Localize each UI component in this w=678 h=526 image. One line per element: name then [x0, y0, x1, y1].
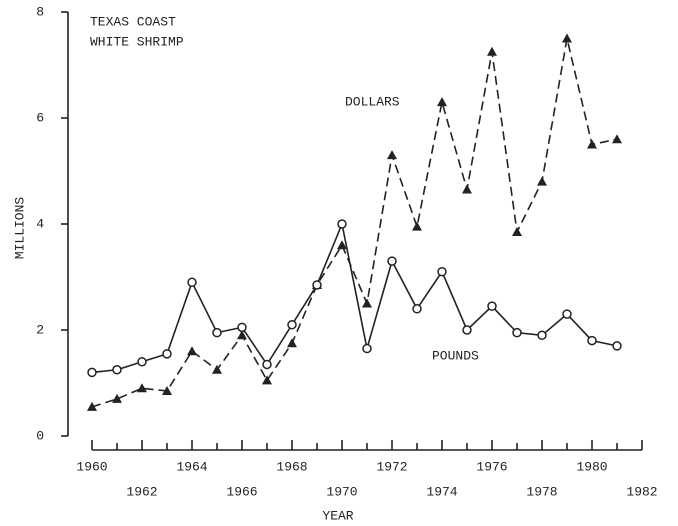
triangle-marker — [87, 401, 97, 411]
triangle-marker — [262, 375, 272, 385]
series-label: DOLLARS — [345, 94, 400, 109]
diamond-marker — [312, 280, 322, 290]
triangle-marker — [337, 240, 347, 250]
triangle-marker — [487, 46, 497, 56]
diamond-marker — [87, 367, 97, 378]
triangle-marker — [562, 33, 572, 43]
x-axis-label: YEAR — [322, 508, 353, 523]
x-tick-label: 1976 — [476, 459, 507, 474]
triangle-marker — [537, 176, 547, 186]
triangle-marker — [462, 184, 472, 194]
triangle-marker — [237, 330, 247, 340]
chart-title: TEXAS COAST — [90, 14, 176, 29]
series-line — [91, 221, 618, 374]
x-tick-label: 1982 — [626, 484, 657, 499]
triangle-marker — [437, 97, 447, 107]
triangle-marker — [112, 393, 122, 403]
diamond-marker — [162, 349, 172, 359]
x-tick-label: 1970 — [326, 484, 357, 499]
diamond-marker — [337, 219, 347, 229]
y-tick-label: 6 — [36, 110, 44, 125]
diamond-marker — [537, 330, 547, 341]
x-tick-label: 1962 — [126, 484, 157, 499]
triangle-marker — [287, 338, 297, 348]
diamond-marker — [462, 325, 472, 335]
diamond-marker — [362, 343, 372, 354]
x-tick-label: 1980 — [576, 459, 607, 474]
triangle-marker — [162, 385, 172, 395]
y-tick-label: 2 — [36, 322, 44, 337]
diamond-marker — [212, 327, 222, 338]
x-tick-label: 1966 — [226, 484, 257, 499]
x-tick-label: 1972 — [376, 459, 407, 474]
triangle-marker — [512, 226, 522, 236]
triangle-marker — [587, 139, 597, 149]
triangle-marker — [187, 346, 197, 356]
diamond-marker — [387, 256, 397, 266]
diamond-marker — [262, 359, 272, 370]
x-tick-label: 1978 — [526, 484, 557, 499]
triangle-marker — [612, 134, 622, 144]
series-line — [91, 38, 618, 408]
diamond-marker — [562, 309, 572, 319]
triangle-marker — [137, 383, 147, 393]
triangle-marker — [387, 150, 397, 160]
diamond-marker — [287, 319, 297, 330]
diamond-marker — [112, 365, 122, 375]
diamond-marker — [512, 327, 522, 338]
y-axis-label: MILLIONS — [12, 197, 27, 260]
diamond-marker — [487, 301, 497, 311]
diamond-marker — [612, 341, 622, 351]
x-tick-label: 1968 — [276, 459, 307, 474]
y-tick-label: 4 — [36, 216, 44, 231]
y-tick-label: 8 — [36, 4, 44, 19]
x-tick-label: 1974 — [426, 484, 457, 499]
diamond-marker — [587, 335, 597, 346]
diamond-marker — [437, 266, 447, 277]
triangle-marker — [212, 364, 222, 374]
y-tick-label: 0 — [36, 428, 44, 443]
series-label: POUNDS — [432, 348, 479, 363]
chart-subtitle: WHITE SHRIMP — [90, 34, 184, 49]
diamond-marker — [237, 322, 247, 333]
x-tick-label: 1964 — [176, 459, 207, 474]
triangle-marker — [412, 221, 422, 231]
diamond-marker — [412, 304, 422, 314]
x-tick-label: 1960 — [76, 459, 107, 474]
diamond-marker — [137, 357, 147, 367]
diamond-marker — [187, 277, 197, 288]
triangle-marker — [362, 298, 372, 308]
